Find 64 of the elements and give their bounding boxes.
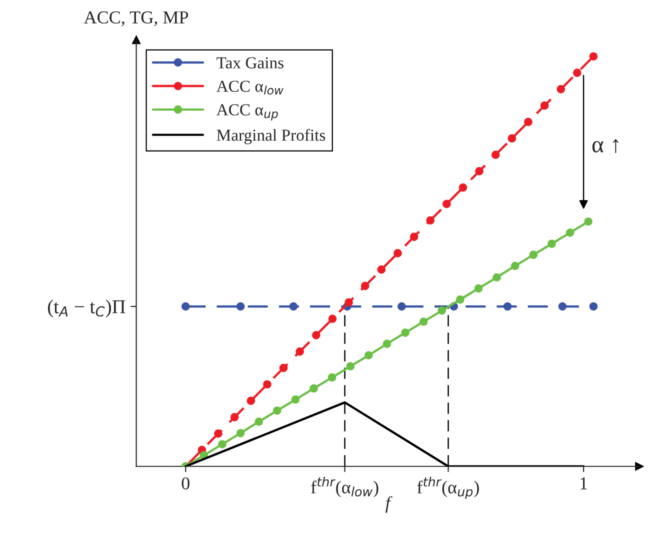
point bbox=[475, 167, 484, 176]
point bbox=[291, 395, 300, 404]
text: (t$_{A}$ − t$_{C}$)Π bbox=[48, 300, 126, 318]
point bbox=[492, 273, 501, 282]
point bbox=[558, 302, 567, 311]
point bbox=[218, 440, 226, 448]
legend-label: ACC α$_{up}$ bbox=[216, 104, 278, 120]
point bbox=[442, 200, 451, 208]
point bbox=[584, 217, 592, 226]
legend-label: Tax Gains bbox=[216, 57, 284, 68]
point bbox=[279, 364, 288, 372]
annotation: α ↑ bbox=[592, 138, 618, 153]
point bbox=[346, 362, 355, 370]
point bbox=[328, 314, 337, 323]
point bbox=[289, 302, 298, 311]
point bbox=[556, 85, 566, 94]
point bbox=[236, 429, 245, 438]
point bbox=[181, 302, 190, 311]
point bbox=[254, 418, 264, 426]
point bbox=[377, 265, 386, 274]
legend-label: ACC α$_{low}$ bbox=[216, 80, 284, 95]
point bbox=[214, 429, 222, 438]
legend-label: Marginal Profits bbox=[216, 128, 326, 144]
point bbox=[230, 413, 239, 422]
point bbox=[503, 302, 512, 311]
point bbox=[524, 118, 532, 126]
point bbox=[419, 317, 428, 326]
point bbox=[426, 216, 435, 225]
point bbox=[344, 298, 353, 307]
x-tick-label: f$^{thr}$(α$_{low}$) bbox=[311, 476, 378, 498]
point bbox=[474, 284, 483, 293]
point bbox=[529, 250, 538, 259]
point bbox=[312, 331, 320, 340]
point bbox=[510, 262, 520, 270]
x-tick-label: 1 bbox=[580, 477, 587, 490]
point bbox=[458, 183, 468, 192]
point bbox=[410, 232, 418, 241]
point bbox=[508, 134, 516, 143]
point bbox=[364, 351, 373, 360]
point bbox=[328, 373, 336, 382]
point bbox=[401, 328, 410, 337]
point bbox=[456, 295, 464, 304]
point bbox=[438, 306, 446, 315]
point bbox=[566, 228, 574, 237]
point bbox=[491, 150, 500, 159]
x-tick-label: f$^{thr}$(α$_{up}$) bbox=[417, 476, 479, 499]
point bbox=[589, 302, 598, 311]
point bbox=[296, 347, 304, 356]
point bbox=[263, 380, 272, 389]
point bbox=[589, 52, 598, 61]
x-tick-label: 0 bbox=[182, 477, 190, 490]
point bbox=[360, 282, 370, 290]
point bbox=[272, 406, 282, 415]
x-axis-title: f bbox=[385, 496, 392, 513]
point bbox=[236, 302, 245, 311]
point bbox=[548, 240, 556, 248]
point bbox=[394, 249, 402, 258]
point bbox=[573, 68, 582, 77]
point bbox=[540, 101, 549, 110]
y-axis-title: ACC, TG, MP bbox=[84, 11, 188, 26]
point bbox=[310, 384, 318, 393]
point bbox=[382, 340, 392, 348]
point bbox=[398, 302, 406, 311]
point bbox=[246, 396, 256, 405]
